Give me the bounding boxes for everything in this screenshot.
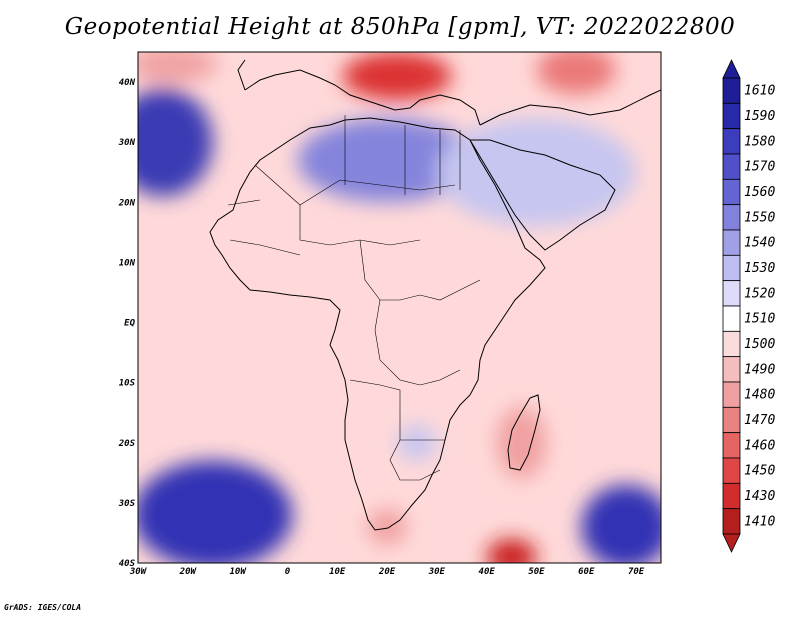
colorbar-label: 1500: [744, 337, 775, 352]
colorbar-swatch: [722, 457, 741, 484]
lat-label: 30N: [118, 138, 136, 148]
lon-label: 30E: [428, 567, 446, 577]
lon-label: 20E: [378, 567, 396, 577]
lon-label: 20W: [179, 567, 198, 577]
colorbar-label: 1510: [744, 312, 775, 327]
lat-label: 40S: [119, 559, 136, 569]
colorbar-label: 1560: [744, 185, 775, 200]
colorbar: 1610 1590 1580 1570 1560 1550 1540 1530 1520 1510…: [722, 59, 775, 553]
colorbar-label: 1610: [744, 84, 775, 99]
colorbar-label: 1580: [744, 134, 775, 149]
colorbar-swatch: [722, 254, 741, 282]
map-title: Geopotential Height at 850hPa [gpm], VT:…: [64, 14, 736, 40]
lat-label: 10N: [119, 258, 136, 268]
lon-label: 60E: [578, 567, 595, 577]
lon-label: 50E: [528, 567, 545, 577]
colorbar-label: 1530: [744, 261, 775, 276]
grads-credit: GrADS: IGES/COLA: [4, 603, 82, 612]
colorbar-swatch: [722, 280, 741, 307]
colorbar-label: 1590: [744, 109, 775, 124]
field-high-south-indian: [581, 484, 661, 563]
colorbar-label: 1540: [744, 236, 775, 251]
colorbar-label: 1550: [744, 210, 775, 225]
lon-label: 10W: [229, 567, 247, 577]
lat-label: 20N: [118, 198, 136, 208]
colorbar-swatch: [722, 178, 741, 206]
colorbar-label: 1450: [744, 464, 775, 479]
map-frame: [137, 51, 662, 564]
colorbar-label: 1490: [744, 362, 775, 377]
longitude-labels: 30W 20W 10W 0 10E 20E 30E 40E 50E 60E 70E: [129, 567, 645, 577]
colorbar-label: 1470: [744, 413, 775, 428]
field-high-south-atlantic: [138, 460, 293, 563]
colorbar-label: 1520: [744, 286, 775, 301]
lon-label: 0: [285, 567, 291, 577]
field-high-north-africa: [297, 118, 477, 203]
colorbar-swatch: [722, 153, 741, 180]
field-high-arabia: [436, 118, 637, 227]
colorbar-swatch: [722, 406, 741, 434]
colorbar-label: 1480: [744, 388, 775, 403]
lat-label: 40N: [119, 78, 136, 88]
lon-label: 10E: [329, 567, 346, 577]
height-field: [138, 52, 661, 563]
field-high-southern-africa: [397, 424, 437, 461]
colorbar-swatch: [722, 102, 741, 130]
colorbar-label: 1430: [744, 489, 775, 504]
field-low-south-indian: [486, 538, 537, 563]
colorbar-top-arrow: [722, 59, 741, 79]
field-high-azores: [138, 88, 213, 197]
colorbar-swatch: [722, 381, 741, 408]
field-low-south-africa: [367, 508, 407, 545]
lon-label: 70E: [628, 567, 645, 577]
colorbar-swatch: [722, 229, 741, 256]
lon-label: 30W: [129, 567, 148, 577]
latitude-labels: 40N 30N 20N 10N EQ 10S 20S 30S 40S: [118, 78, 136, 569]
lat-label: 20S: [118, 439, 136, 449]
field-low-iran: [536, 52, 617, 95]
field-low-mediterranean: [342, 52, 452, 101]
colorbar-label: 1570: [744, 160, 775, 175]
colorbar-swatch: [722, 356, 741, 383]
country-borders: [227, 115, 481, 481]
colorbar-swatch: [722, 128, 741, 155]
colorbar-swatch: [722, 432, 741, 459]
lon-label: 40E: [479, 567, 496, 577]
colorbar-swatch: [722, 305, 741, 332]
lat-label: 10S: [119, 379, 136, 389]
colorbar-swatch: [722, 508, 741, 535]
field-low-atlantic-north: [138, 52, 218, 83]
colorbar-label: 1460: [744, 438, 775, 453]
colorbar-swatch: [722, 330, 741, 358]
lat-label: EQ: [124, 319, 135, 329]
colorbar-bottom-arrow: [722, 533, 741, 553]
colorbar-swatch: [722, 482, 741, 510]
lat-label: 30S: [118, 499, 136, 509]
colorbar-label: 1410: [744, 514, 775, 529]
colorbar-swatch: [722, 204, 741, 231]
colorbar-swatch: [722, 77, 741, 104]
